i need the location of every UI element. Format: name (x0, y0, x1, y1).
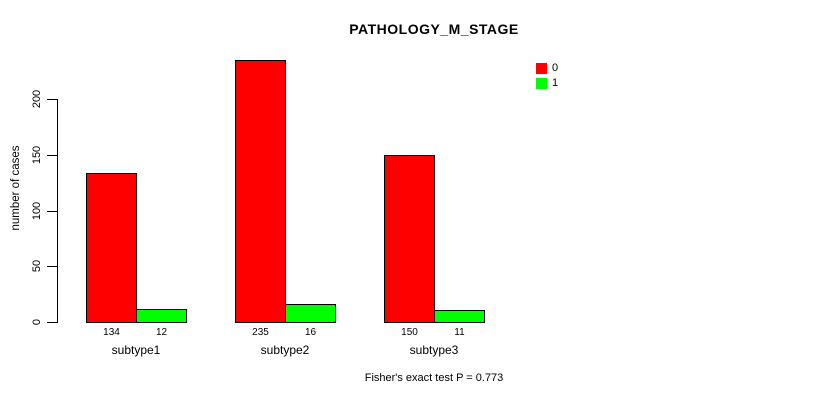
y-tick-label: 150 (31, 145, 43, 165)
y-tick (47, 155, 58, 156)
bar-series0-subtype2 (235, 60, 286, 323)
y-tick (47, 322, 58, 323)
bar-value-label: 12 (155, 327, 168, 338)
legend-label-1: 1 (552, 77, 559, 89)
legend-swatch-red (536, 63, 547, 74)
y-tick-label: 0 (31, 318, 43, 326)
y-tick-label: 50 (31, 259, 43, 273)
x-category-label: subtype2 (260, 343, 310, 357)
legend-swatch-green (536, 78, 547, 89)
y-tick (47, 266, 58, 267)
y-tick (47, 99, 58, 100)
fisher-test-caption: Fisher's exact test P = 0.773 (364, 372, 504, 384)
y-tick-label: 100 (31, 201, 43, 221)
x-category-label: subtype1 (111, 343, 161, 357)
y-axis-label: number of cases (10, 145, 22, 231)
legend-item-1: 1 (536, 78, 558, 89)
bar-value-label: 134 (103, 327, 120, 338)
legend-item-0: 0 (536, 63, 558, 74)
bar-series1-subtype1 (136, 309, 187, 323)
x-category-label: subtype3 (409, 343, 459, 357)
bar-value-label: 11 (454, 327, 465, 338)
bar-series1-subtype3 (434, 310, 485, 323)
bar-series0-subtype3 (384, 155, 435, 323)
bar-series1-subtype2 (285, 304, 336, 323)
bar-value-label: 150 (401, 327, 418, 338)
y-tick (47, 211, 58, 212)
bar-series0-subtype1 (86, 173, 137, 323)
bar-value-label: 235 (252, 327, 269, 338)
legend: 0 1 (536, 63, 558, 89)
y-tick-label: 200 (31, 89, 43, 109)
legend-label-0: 0 (552, 62, 559, 74)
bar-value-label: 16 (304, 327, 317, 338)
chart-title: PATHOLOGY_M_STAGE (349, 21, 519, 37)
